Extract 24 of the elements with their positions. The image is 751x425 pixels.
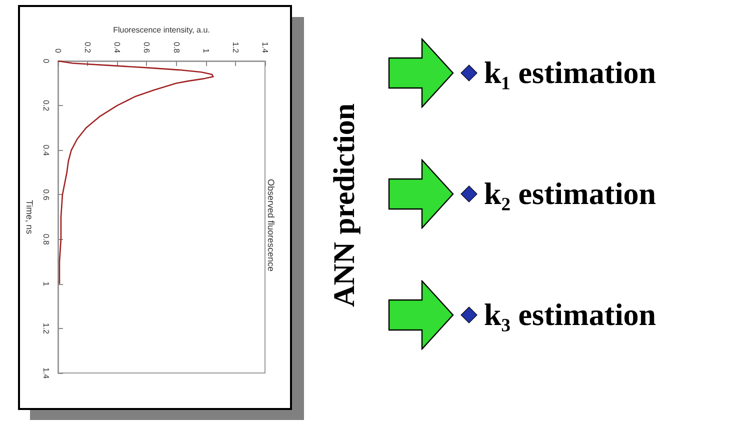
x-tick-label: 0.6 bbox=[142, 42, 152, 54]
y-tick-label: 0.6 bbox=[42, 189, 50, 201]
x-tick-label: 0.8 bbox=[172, 42, 181, 54]
y-tick-label: 0.4 bbox=[42, 144, 50, 156]
y-tick-label: 1.2 bbox=[42, 322, 50, 335]
y-tick-label: 0.2 bbox=[42, 100, 50, 112]
x-tick-label: 0 bbox=[54, 48, 62, 54]
text: ANN prediction bbox=[328, 102, 362, 309]
y-tick-label: 1.4 bbox=[42, 367, 50, 380]
x-axis-title: Fluorescence intensity, a.u. bbox=[113, 25, 210, 34]
text: k₃ estimation bbox=[484, 297, 656, 333]
y-tick-label: 0.8 bbox=[42, 234, 50, 246]
text: Observed fluorescence bbox=[266, 178, 276, 274]
text: k₁ estimation bbox=[484, 55, 656, 91]
y-tick-label: 1 bbox=[42, 282, 50, 287]
y-tick-label: 0 bbox=[42, 58, 50, 64]
text: k₂ estimation bbox=[484, 176, 656, 212]
line-series bbox=[57, 60, 214, 285]
x-tick-label: 1 bbox=[201, 48, 210, 54]
x-tick-label: 0.4 bbox=[112, 42, 122, 54]
y-axis-title: Time, ns bbox=[24, 200, 34, 235]
x-tick-label: 0.2 bbox=[83, 42, 92, 54]
x-tick-label: 1.4 bbox=[260, 42, 270, 54]
x-tick-label: 1.2 bbox=[230, 42, 240, 54]
